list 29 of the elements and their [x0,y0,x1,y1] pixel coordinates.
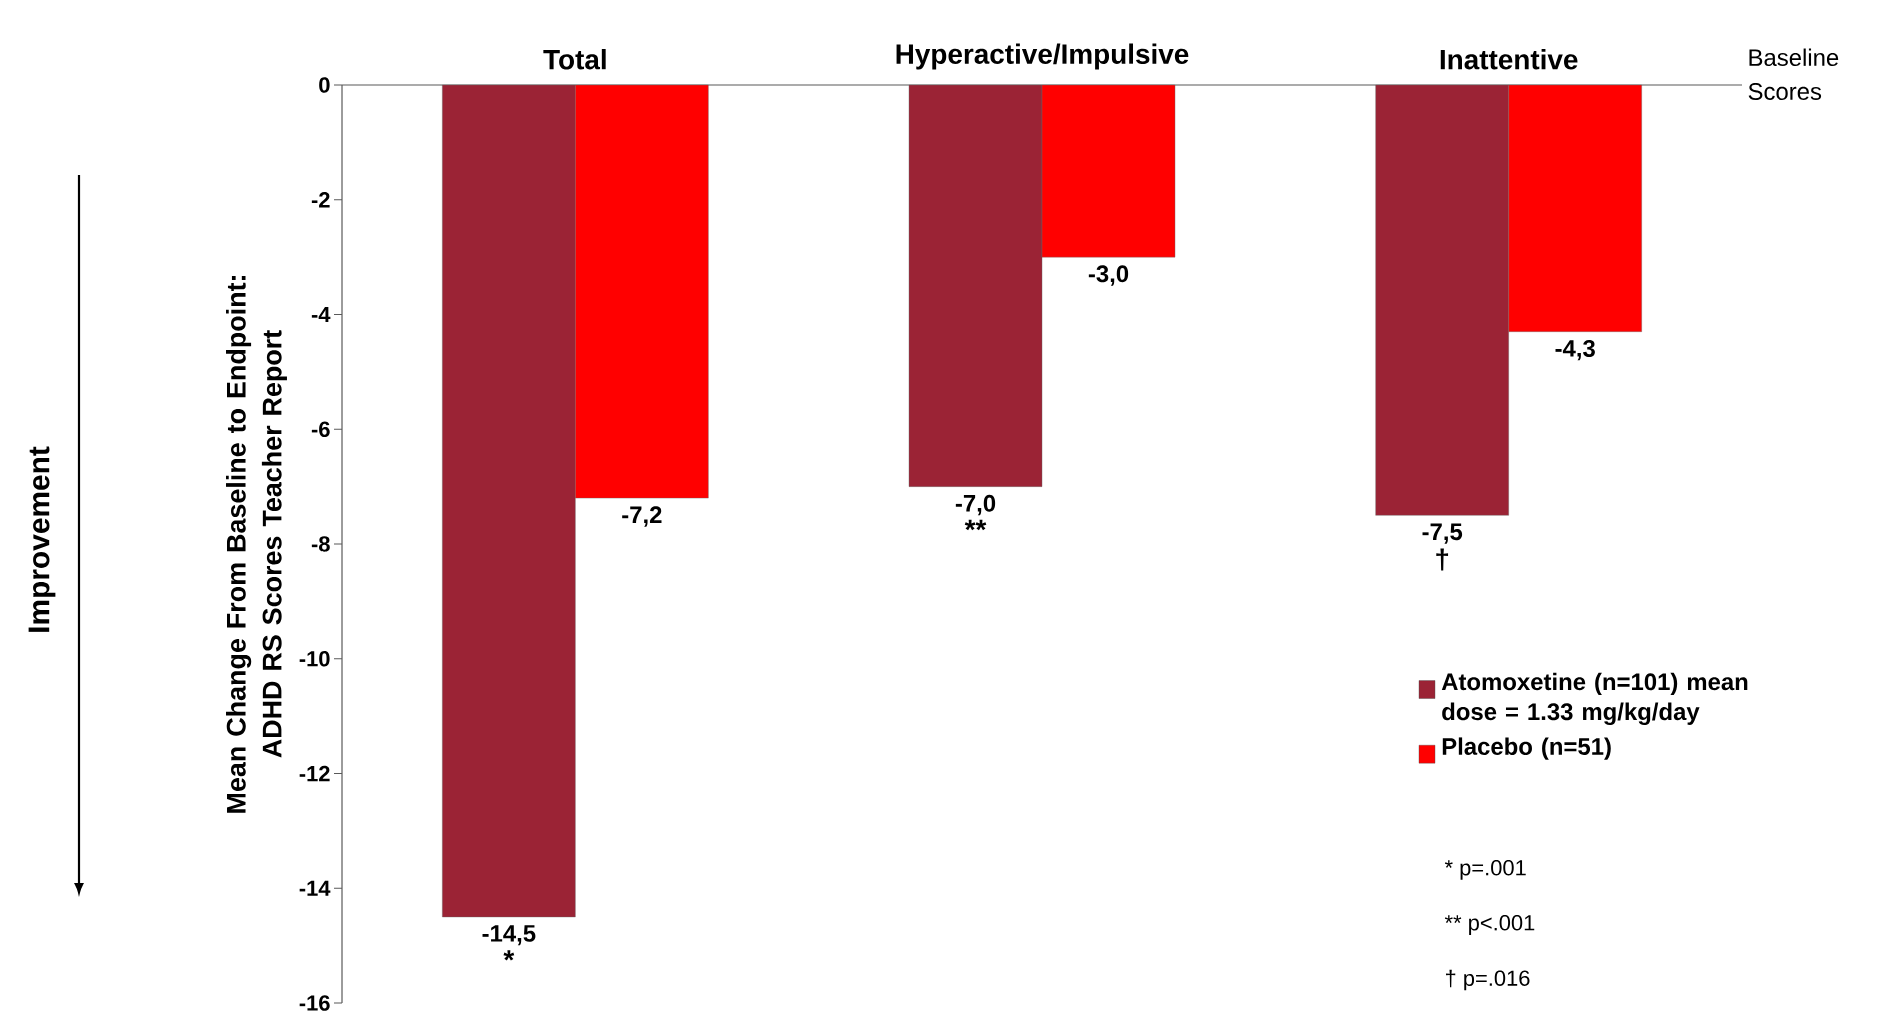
y-tick-label: -6 [311,421,330,438]
annotation: ** p<.001 [1444,915,1535,935]
y-tick-label: -10 [299,650,330,667]
data-label: -14,5 [482,925,536,946]
annotation: ** [964,519,987,531]
y-axis-title: Mean Change From Baseline to Endpoint: ADHD RS Scores Teacher Report [226,276,287,813]
annotation: † p=.016 [1446,969,1530,991]
x-tick-label: Hyperactive/Impulsive [896,43,1189,70]
x-tick-label: Inattentive [1440,49,1578,70]
data-label: -7,0 [955,494,996,516]
y-tick-label: -8 [311,536,330,552]
y-tick-label: -2 [311,192,330,208]
legend-label: Atomoxetine (n=101) mean dose = 1.33 mg/kg/day [1441,672,1748,725]
text: Improvement [28,446,56,632]
data-label: -7,2 [622,506,662,527]
annotation: * p=.001 [1444,859,1526,880]
legend-label: Placebo (n=51) [1442,737,1611,760]
annotation: † [1436,548,1449,571]
data-label: -3,0 [1088,265,1129,286]
annotation: * [503,950,515,961]
y-tick-label: -4 [311,306,331,323]
y-tick-label: -16 [299,995,330,1011]
text: Baseline Scores [1748,48,1839,100]
data-label: -7,5 [1422,523,1463,544]
y-tick-label: -12 [299,765,330,782]
x-tick-label: Total [543,49,606,70]
data-label: -4,3 [1555,339,1595,361]
y-tick-label: -14 [299,880,331,896]
y-tick-label: 0 [319,77,330,93]
